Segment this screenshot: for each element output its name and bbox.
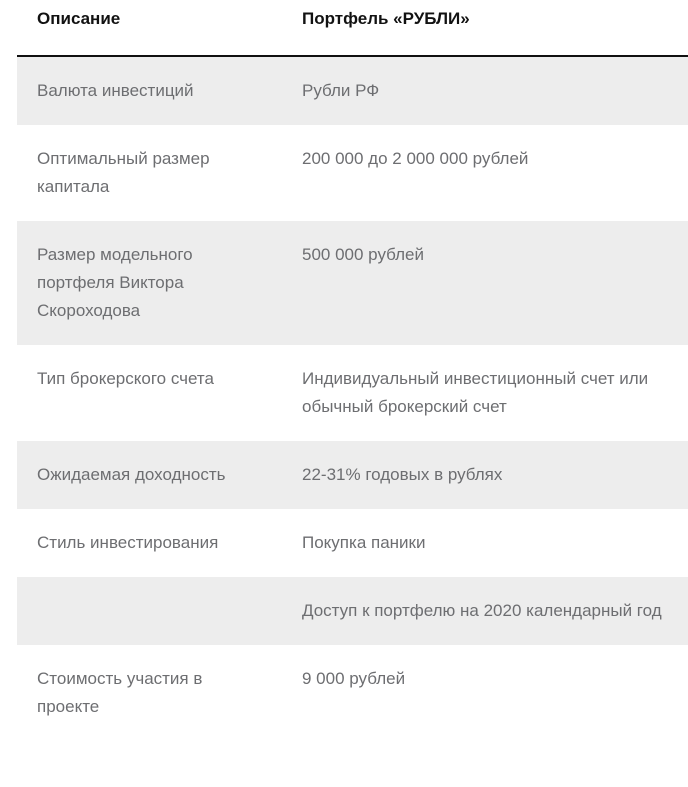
table-header: Описание Портфель «РУБЛИ» (17, 0, 688, 57)
table-row: Размер модельного портфеля Виктора Скоро… (17, 221, 688, 345)
header-cell-portfolio: Портфель «РУБЛИ» (282, 0, 688, 57)
table-row: Доступ к портфелю на 2020 календарный го… (17, 577, 688, 645)
row-value: Индивидуальный инвестиционный счет или о… (302, 369, 649, 416)
table-row: Стоимость участия в проекте 9 000 рублей (17, 645, 688, 741)
row-value: Покупка паники (302, 533, 426, 552)
row-value: Доступ к портфелю на 2020 календарный го… (302, 601, 662, 620)
row-label: Тип брокерского счета (37, 369, 214, 388)
row-label: Стиль инвестирования (37, 533, 219, 552)
row-value: Рубли РФ (302, 81, 380, 100)
header-cell-description: Описание (17, 0, 282, 57)
portfolio-description-table: Описание Портфель «РУБЛИ» Валюта инвести… (17, 0, 688, 741)
row-label: Стоимость участия в проекте (37, 669, 203, 716)
table-row: Ожидаемая доходность 22-31% годовых в ру… (17, 441, 688, 509)
table-body: Валюта инвестиций Рубли РФ Оптимальный р… (17, 56, 688, 741)
row-label (17, 577, 282, 645)
table-row: Валюта инвестиций Рубли РФ (17, 56, 688, 125)
header-row: Описание Портфель «РУБЛИ» (17, 0, 688, 57)
row-label: Валюта инвестиций (37, 81, 194, 100)
table-row: Тип брокерского счета Индивидуальный инв… (17, 345, 688, 441)
row-value: 500 000 рублей (302, 245, 424, 264)
portfolio-table-wrap: Описание Портфель «РУБЛИ» Валюта инвести… (17, 0, 688, 741)
table-row: Оптимальный размер капитала 200 000 до 2… (17, 125, 688, 221)
row-label: Ожидаемая доходность (37, 465, 226, 484)
row-value: 22-31% годовых в рублях (302, 465, 503, 484)
row-label: Размер модельного портфеля Виктора Скоро… (37, 245, 193, 320)
row-value: 9 000 рублей (302, 669, 406, 688)
row-label: Оптимальный размер капитала (37, 149, 210, 196)
row-value: 200 000 до 2 000 000 рублей (302, 149, 529, 168)
table-row: Стиль инвестирования Покупка паники (17, 509, 688, 577)
